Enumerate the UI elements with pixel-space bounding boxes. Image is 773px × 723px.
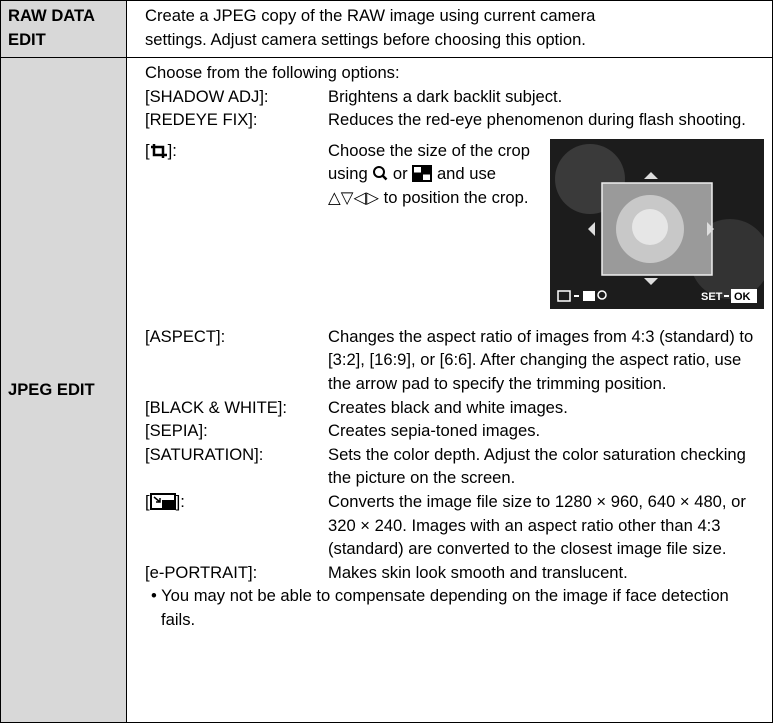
- screen-image: SET OK: [550, 138, 770, 309]
- option-name: [SEPIA]:: [145, 421, 208, 441]
- row-text: Create a JPEG copy of the RAW image usin…: [126, 0, 773, 58]
- text: settings. Adjust camera settings before …: [145, 29, 586, 49]
- option-name: [SHADOW ADJ]:: [145, 86, 269, 106]
- option-desc: Makes skin look smooth and translucent.: [328, 562, 628, 582]
- option-name: [ASPECT]:: [145, 326, 226, 346]
- option-desc: Brightens a dark backlit subject.: [328, 86, 563, 106]
- row-label: JPEG EDIT: [0, 57, 127, 723]
- option: [e-PORTRAIT]: Makes skin look smooth and …: [145, 561, 764, 585]
- row: JPEG EDIT Choose from the following opti…: [0, 57, 773, 723]
- screen-label: OK: [734, 291, 751, 303]
- option-name: [e-PORTRAIT]:: [145, 562, 258, 582]
- screen-label: SET: [701, 291, 723, 303]
- option-name: []:: [145, 132, 328, 325]
- option: []: Converts the image file size to 1280 …: [145, 490, 764, 561]
- crop-icon: [150, 143, 167, 158]
- label: JPEG EDIT: [8, 380, 95, 400]
- desc-part: Choose the size of the crop using: [328, 140, 531, 184]
- label: RAW DATA: [8, 6, 95, 25]
- option-desc: Sets the color depth. Adjust the color s…: [328, 444, 746, 488]
- intro: Choose from the following options:: [145, 63, 400, 82]
- option: [SHADOW ADJ]: Brightens a dark backlit su…: [145, 85, 764, 109]
- label: EDIT: [8, 29, 46, 49]
- option-name: [BLACK & WHITE]:: [145, 397, 287, 417]
- option-desc: Changes the aspect ratio of images from …: [328, 326, 754, 393]
- option-desc: Choose the size of the crop using or and…: [328, 132, 538, 325]
- screen-graphic: SET OK: [555, 143, 770, 303]
- row-text: Choose from the following options: [SHAD…: [126, 57, 773, 723]
- resize-icon: [149, 492, 176, 510]
- bracket: ]:: [167, 140, 177, 160]
- zoom-icon: [373, 166, 388, 181]
- option: []: Choose the size of the crop using or…: [145, 132, 770, 325]
- bracket: [: [145, 491, 150, 511]
- option-desc: Converts the image file size to 1280 × 9…: [328, 491, 746, 559]
- option-desc: Reduces the red-eye phenomenon during fl…: [328, 110, 746, 130]
- option: [REDEYE FIX]: Reduces the red-eye phenome…: [145, 108, 764, 132]
- index-icon: [412, 165, 433, 183]
- option-name: [REDEYE FIX]:: [145, 110, 258, 130]
- desc-part: and use △▽◁▷ to position the crop.: [328, 164, 529, 207]
- note: • You may not be able to compensate depe…: [151, 586, 729, 629]
- option-desc: Creates black and white images.: [328, 397, 568, 417]
- text: Create a JPEG copy of the RAW image usin…: [145, 6, 596, 25]
- option-name: []:: [145, 490, 328, 561]
- row: RAW DATA EDIT Create a JPEG copy of the R…: [0, 0, 773, 58]
- desc-part: or: [392, 164, 408, 184]
- option: [SATURATION]: Sets the color depth. Adjus…: [145, 443, 764, 490]
- option: [ASPECT]: Changes the aspect ratio of ima…: [145, 325, 764, 396]
- row-label: RAW DATA EDIT: [0, 0, 127, 58]
- bracket: [: [145, 140, 150, 160]
- option-name: [SATURATION]:: [145, 444, 264, 464]
- bracket: ]:: [175, 491, 185, 511]
- option-desc: Creates sepia-toned images.: [328, 421, 541, 441]
- option: [SEPIA]: Creates sepia-toned images.: [145, 419, 764, 443]
- option: [BLACK & WHITE]: Creates black and white …: [145, 396, 764, 420]
